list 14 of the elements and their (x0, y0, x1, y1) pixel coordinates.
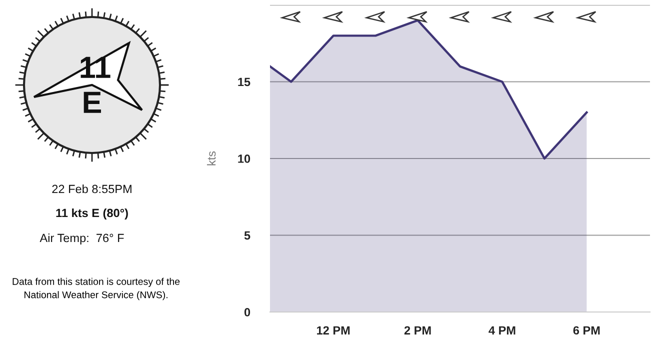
y-axis-title: kts (206, 151, 216, 166)
text: Data from this station is courtesy of the National Weather Service (NWS). (12, 278, 180, 300)
x-tick-label: 2 PM (404, 326, 431, 334)
y-tick-label: 15 (238, 78, 250, 86)
x-tick-label: 6 PM (573, 326, 600, 335)
text: 11 kts E (80°) (56, 208, 128, 220)
text: 22 Feb 8:55PM (52, 184, 132, 194)
y-tick-label: 10 (238, 154, 250, 163)
x-tick-label: 4 PM (488, 326, 516, 334)
y-tick-label: 5 (244, 231, 250, 240)
y-tick-label: 0 (244, 308, 250, 316)
x-tick-label: 12 PM (317, 326, 350, 334)
text: E (84, 92, 101, 113)
text: Air Temp: 76° F (40, 233, 124, 244)
